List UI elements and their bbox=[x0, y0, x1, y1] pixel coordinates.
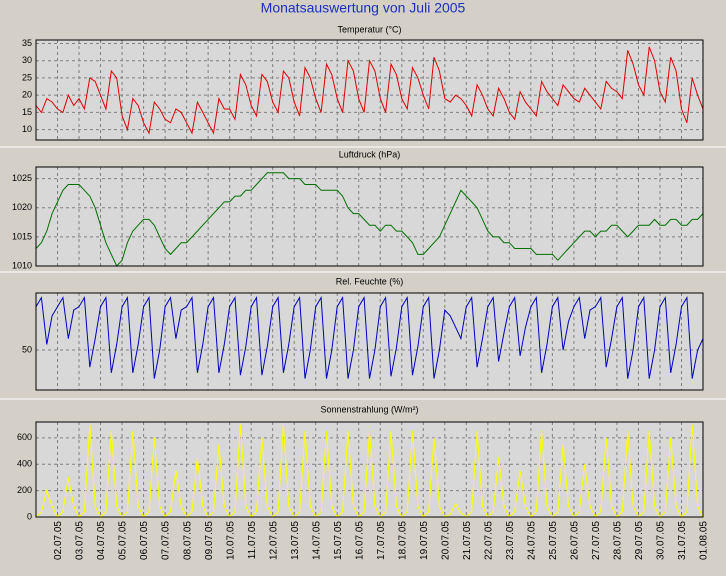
x-tick-label: 16.07.05 bbox=[354, 521, 365, 560]
x-tick-label: 01.08.05 bbox=[699, 521, 710, 560]
plot-area bbox=[35, 39, 704, 141]
y-tick-label: 1015 bbox=[12, 231, 32, 241]
x-tick-label: 20.07.05 bbox=[440, 521, 451, 560]
y-tick-label: 35 bbox=[22, 38, 32, 48]
data-line bbox=[35, 424, 704, 518]
y-tick-label: 1020 bbox=[12, 202, 32, 212]
x-tick-label: 29.07.05 bbox=[634, 521, 645, 560]
plot-area bbox=[35, 166, 704, 267]
x-tick-label: 15.07.05 bbox=[333, 521, 344, 560]
panel-title: Luftdruck (hPa) bbox=[339, 149, 401, 159]
y-tick-label: 10 bbox=[22, 124, 32, 134]
y-tick-label: 0 bbox=[27, 511, 32, 521]
y-tick-label: 20 bbox=[22, 90, 32, 100]
x-tick-label: 22.07.05 bbox=[483, 521, 494, 560]
plot-frame bbox=[35, 421, 704, 518]
y-tick-label: 1010 bbox=[12, 260, 32, 270]
x-tick-label: 13.07.05 bbox=[290, 521, 301, 560]
y-tick-label: 50 bbox=[22, 344, 32, 354]
x-tick-label: 21.07.05 bbox=[462, 521, 473, 560]
x-tick-label: 03.07.05 bbox=[75, 521, 86, 560]
x-tick-label: 25.07.05 bbox=[548, 521, 559, 560]
y-tick-label: 200 bbox=[17, 485, 32, 495]
x-tick-label: 18.07.05 bbox=[397, 521, 408, 560]
x-tick-label: 11.07.05 bbox=[247, 521, 258, 560]
x-tick-label: 19.07.05 bbox=[419, 521, 430, 560]
page-title: Monatsauswertung von Juli 2005 bbox=[261, 0, 466, 16]
y-tick-label: 600 bbox=[17, 432, 32, 442]
plot-frame bbox=[35, 292, 704, 391]
plot-frame bbox=[35, 166, 704, 267]
x-tick-label: 06.07.05 bbox=[139, 521, 150, 560]
y-tick-label: 25 bbox=[22, 72, 32, 82]
panel-title: Sonnenstrahlung (W/m²) bbox=[320, 404, 418, 414]
x-tick-label: 10.07.05 bbox=[225, 521, 236, 560]
y-tick-label: 1025 bbox=[12, 173, 32, 183]
x-tick-label: 04.07.05 bbox=[96, 521, 107, 560]
x-tick-label: 17.07.05 bbox=[376, 521, 387, 560]
x-tick-label: 24.07.05 bbox=[527, 521, 538, 560]
y-tick-label: 15 bbox=[22, 107, 32, 117]
x-tick-label: 08.07.05 bbox=[182, 521, 193, 560]
y-tick-label: 400 bbox=[17, 459, 32, 469]
x-tick-label: 02.07.05 bbox=[53, 521, 64, 560]
data-line bbox=[35, 172, 704, 267]
x-tick-label: 30.07.05 bbox=[656, 521, 667, 560]
data-line bbox=[35, 46, 704, 135]
plot-frame bbox=[35, 39, 704, 141]
x-tick-label: 26.07.05 bbox=[570, 521, 581, 560]
x-tick-label: 09.07.05 bbox=[204, 521, 215, 560]
panel-title: Rel. Feuchte (%) bbox=[336, 276, 404, 286]
x-tick-label: 05.07.05 bbox=[118, 521, 129, 560]
x-tick-label: 14.07.05 bbox=[311, 521, 322, 560]
data-line bbox=[35, 295, 704, 379]
x-tick-label: 07.07.05 bbox=[161, 521, 172, 560]
x-tick-label: 31.07.05 bbox=[677, 521, 688, 560]
x-tick-label: 27.07.05 bbox=[591, 521, 602, 560]
x-tick-label: 28.07.05 bbox=[613, 521, 624, 560]
y-tick-label: 30 bbox=[22, 55, 32, 65]
x-tick-label: 23.07.05 bbox=[505, 521, 516, 560]
panel-title: Temperatur (°C) bbox=[337, 24, 401, 34]
x-tick-label: 12.07.05 bbox=[268, 521, 279, 560]
